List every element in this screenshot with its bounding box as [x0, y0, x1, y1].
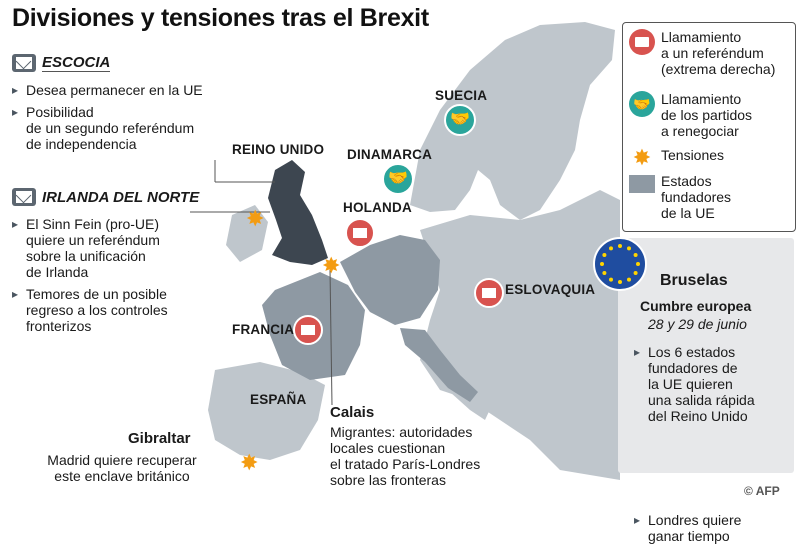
bruselas-subtitle: Cumbre europea: [640, 298, 752, 314]
credit-logo: © AFP: [744, 484, 780, 498]
scandinavia-land: [410, 22, 615, 220]
bruselas-bullet-2: Londres quiere ganar tiempo: [634, 512, 798, 544]
italy-founder-shape: [400, 328, 478, 402]
irlanda-bullet-1: El Sinn Fein (pro-UE) quiere un referénd…: [12, 216, 222, 280]
escocia-bullet-1: Desea permanecer en la UE: [12, 82, 222, 98]
legend-referendum: Llamamiento a un referéndum (extrema der…: [629, 29, 775, 77]
envelope-icon: [12, 54, 36, 72]
label-suecia: SUECIA: [435, 88, 488, 103]
envelope-icon: [629, 29, 655, 55]
escocia-heading-text: ESCOCIA: [42, 54, 111, 72]
uk-shape: [268, 160, 328, 265]
envelope-icon-holanda: [345, 218, 375, 248]
handshake-icon-suecia: 🤝: [444, 104, 476, 136]
envelope-icon-eslovaquia: [474, 278, 504, 308]
legend-renegociar: 🤝 Llamamiento de los partidos a renegoci…: [629, 91, 752, 139]
calais-text: Migrantes: autoridades locales cuestiona…: [330, 424, 481, 488]
gibraltar-title: Gibraltar: [128, 430, 191, 447]
legend-tensiones-text: Tensiones: [661, 147, 725, 163]
label-espana: ESPAÑA: [250, 392, 307, 407]
escocia-block: ESCOCIA Desea permanecer en la UE Posibi…: [12, 54, 222, 152]
label-holanda: HOLANDA: [343, 200, 412, 215]
gibraltar-text: Madrid quiere recuperar este enclave bri…: [47, 452, 197, 484]
eastern-europe-land: [420, 190, 620, 480]
calais-title: Calais: [330, 404, 375, 421]
label-francia: FRANCIA: [232, 322, 295, 337]
benelux-germany-shape: [340, 235, 440, 325]
irlanda-block: IRLANDA DEL NORTE El Sinn Fein (pro-UE) …: [12, 188, 222, 334]
bruselas-title: Bruselas: [660, 272, 728, 289]
legend-referendum-text: Llamamiento a un referéndum (extrema der…: [661, 29, 776, 77]
irlanda-bullet-2: Temores de un posible regreso a los cont…: [12, 286, 222, 334]
label-eslovaquia: ESLOVAQUIA: [505, 282, 596, 297]
legend-fundadores: Estados fundadores de la UE: [629, 173, 731, 221]
irlanda-heading-text: IRLANDA DEL NORTE: [42, 188, 200, 206]
tension-star-icon-irlanda: ✸: [246, 206, 265, 231]
envelope-icon-francia: [293, 315, 323, 345]
bruselas-bullet-1: Los 6 estados fundadores de la UE quiere…: [634, 344, 798, 424]
ireland-land: [226, 205, 268, 262]
founders-swatch: [629, 175, 655, 193]
handshake-icon-dinamarca: 🤝: [382, 163, 414, 195]
legend-fundadores-text: Estados fundadores de la UE: [661, 173, 732, 221]
escocia-heading: ESCOCIA: [12, 54, 222, 72]
page-title: Divisiones y tensiones tras el Brexit: [12, 4, 429, 32]
escocia-bullet-2: Posibilidad de un segundo referéndum de …: [12, 104, 222, 152]
tension-star-icon: ✸: [632, 145, 652, 170]
tension-star-icon-calais: ✸: [322, 253, 341, 278]
label-dinamarca: DINAMARCA: [347, 147, 433, 162]
eu-flag-icon: [593, 237, 647, 291]
handshake-icon: 🤝: [629, 91, 655, 117]
legend-renegociar-text: Llamamiento de los partidos a renegociar: [661, 91, 753, 139]
label-reino-unido: REINO UNIDO: [232, 142, 325, 157]
envelope-icon: [12, 188, 36, 206]
irlanda-heading: IRLANDA DEL NORTE: [12, 188, 222, 206]
europe-map: [190, 22, 620, 480]
tension-star-icon-gibraltar: ✸: [240, 450, 259, 475]
spain-land: [208, 362, 325, 460]
legend-box: Llamamiento a un referéndum (extrema der…: [622, 22, 796, 232]
legend-tensiones: ✸ Tensiones: [629, 147, 724, 169]
bruselas-date: 28 y 29 de junio: [648, 316, 747, 332]
